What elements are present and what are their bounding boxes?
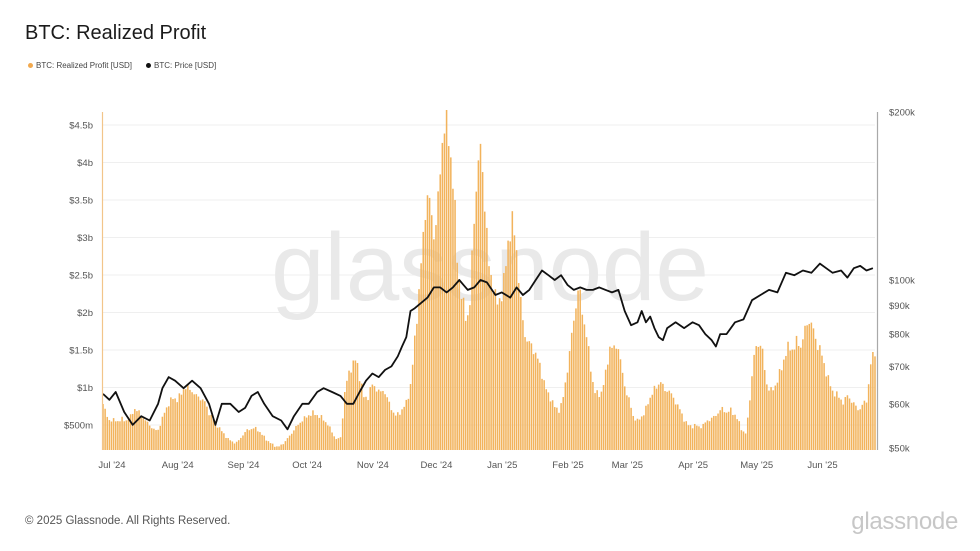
right-tick-label: $50k bbox=[889, 444, 910, 455]
legend-item-price[interactable]: BTC: Price [USD] bbox=[146, 61, 216, 70]
legend-item-realized-profit[interactable]: BTC: Realized Profit [USD] bbox=[28, 61, 132, 70]
x-tick-label: Apr '25 bbox=[678, 460, 708, 471]
left-tick-label: $1b bbox=[77, 383, 93, 394]
left-tick-label: $2.5b bbox=[69, 271, 93, 282]
x-tick-label: Mar '25 bbox=[612, 460, 643, 471]
copyright-text: © 2025 Glassnode. All Rights Reserved. bbox=[25, 515, 231, 527]
left-tick-label: $3.5b bbox=[69, 196, 93, 207]
x-tick-label: Nov '24 bbox=[357, 460, 389, 471]
brand-logo[interactable]: glassnode bbox=[851, 508, 958, 535]
right-tick-label: $100k bbox=[889, 276, 915, 287]
chart-title: BTC: Realized Profit bbox=[25, 22, 207, 44]
x-tick-label: May '25 bbox=[740, 460, 773, 471]
left-tick-label: $4b bbox=[77, 158, 93, 169]
left-tick-label: $4.5b bbox=[69, 121, 93, 132]
x-axis-ticks: Jul '24 Aug '24 Sep '24 Oct '24 Nov '24 Dec '… bbox=[98, 460, 837, 471]
x-tick-label: Oct '24 bbox=[292, 460, 322, 471]
left-tick-label: $1.5b bbox=[69, 346, 93, 357]
x-tick-label: Jan '25 bbox=[487, 460, 517, 471]
x-tick-label: Jul '24 bbox=[98, 460, 125, 471]
right-tick-label: $200k bbox=[889, 108, 915, 119]
legend-label: BTC: Price [USD] bbox=[154, 61, 217, 70]
x-tick-label: Sep '24 bbox=[228, 460, 260, 471]
legend: BTC: Realized Profit [USD] BTC: Price [U… bbox=[28, 61, 216, 70]
legend-label: BTC: Realized Profit [USD] bbox=[36, 61, 133, 70]
left-tick-label: $500m bbox=[64, 421, 93, 432]
x-tick-label: Jun '25 bbox=[807, 460, 837, 471]
left-tick-label: $2b bbox=[77, 308, 93, 319]
right-tick-label: $90k bbox=[889, 301, 910, 312]
left-axis-ticks: $500m $1b $1.5b $2b $2.5b $3b $3.5b $4b $4.5b bbox=[64, 121, 93, 432]
right-tick-label: $80k bbox=[889, 330, 910, 341]
right-tick-label: $60k bbox=[889, 399, 910, 410]
legend-dot-black-icon bbox=[146, 63, 152, 68]
x-tick-label: Dec '24 bbox=[421, 460, 453, 471]
x-tick-label: Feb '25 bbox=[552, 460, 583, 471]
right-tick-label: $70k bbox=[889, 362, 910, 373]
x-tick-label: Aug '24 bbox=[162, 460, 194, 471]
legend-dot-orange-icon bbox=[28, 63, 33, 68]
left-tick-label: $3b bbox=[77, 233, 93, 244]
realized-profit-bars bbox=[102, 110, 876, 451]
watermark: glassnode bbox=[271, 214, 709, 321]
price-line bbox=[102, 262, 874, 431]
right-axis-ticks: $50k $60k $70k $80k $90k $100k $200k bbox=[889, 108, 915, 455]
